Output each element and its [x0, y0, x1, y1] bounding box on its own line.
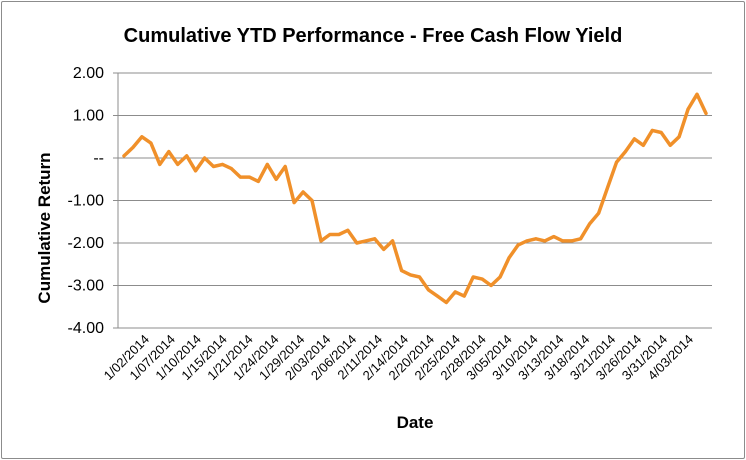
data-point — [579, 237, 583, 241]
data-point — [471, 275, 475, 279]
data-point — [659, 131, 663, 134]
data-point — [328, 233, 332, 236]
data-point — [462, 294, 466, 298]
series-layer — [122, 92, 708, 305]
data-point — [283, 165, 287, 168]
y-tick-label: -- — [93, 150, 104, 167]
data-point — [444, 301, 448, 304]
data-point — [176, 162, 180, 166]
y-axis-label: Cumulative Return — [35, 152, 54, 303]
data-point — [552, 235, 556, 239]
data-point — [543, 239, 547, 243]
data-point — [489, 284, 493, 287]
x-axis-label: Date — [397, 413, 434, 432]
data-point — [194, 169, 198, 173]
y-tick-label: -1.00 — [68, 193, 105, 210]
data-point — [677, 135, 681, 139]
data-point — [149, 141, 153, 145]
data-point — [391, 239, 395, 243]
x-axis: 1/02/20141/07/20141/10/20141/15/20141/21… — [101, 327, 712, 383]
data-point — [588, 222, 592, 226]
y-axis: 2.00 1.00 -- -1.00 -2.00 -3.00 -4.00 — [68, 65, 119, 337]
data-point — [229, 167, 233, 171]
data-point — [212, 165, 215, 168]
data-point — [346, 228, 350, 232]
data-point — [292, 201, 296, 205]
data-point — [615, 160, 618, 164]
y-tick-label: -3.00 — [68, 278, 105, 295]
data-point — [606, 186, 609, 190]
series-line — [122, 92, 708, 305]
data-point — [507, 256, 511, 260]
data-point — [203, 156, 207, 160]
data-point — [256, 179, 260, 183]
data-point — [310, 199, 314, 202]
data-point — [131, 145, 135, 149]
data-point — [632, 137, 636, 141]
data-point — [704, 111, 708, 115]
data-point — [319, 239, 323, 243]
data-point — [167, 150, 171, 154]
gridlines — [118, 72, 712, 286]
data-point — [426, 288, 430, 292]
data-point — [185, 154, 189, 158]
data-point — [435, 294, 439, 298]
y-tick-label: -4.00 — [68, 320, 105, 337]
data-point — [265, 162, 269, 166]
data-point — [158, 162, 162, 166]
data-point — [480, 277, 484, 281]
data-point — [238, 175, 242, 179]
data-point — [409, 273, 412, 277]
data-point — [140, 135, 144, 139]
data-point — [247, 175, 251, 179]
data-point — [382, 247, 386, 251]
data-point — [668, 143, 672, 147]
data-point — [122, 154, 126, 158]
y-tick-label: -2.00 — [68, 235, 105, 252]
data-point — [623, 150, 627, 154]
data-point — [561, 239, 565, 243]
data-point — [525, 239, 529, 243]
data-point — [641, 143, 645, 147]
data-point — [274, 177, 278, 181]
data-point — [597, 211, 601, 215]
data-point — [453, 290, 457, 294]
y-tick-label: 2.00 — [73, 65, 104, 82]
data-point — [355, 241, 359, 245]
data-point — [534, 237, 538, 241]
data-point — [570, 239, 574, 243]
data-point — [695, 92, 699, 96]
data-point — [418, 275, 421, 279]
data-point — [498, 275, 502, 279]
chart-title: Cumulative YTD Performance - Free Cash F… — [124, 25, 623, 47]
data-point — [516, 243, 520, 247]
data-point — [221, 162, 224, 166]
data-point — [301, 190, 305, 194]
data-point — [364, 239, 368, 243]
data-point — [337, 233, 341, 236]
data-point — [650, 128, 654, 132]
y-tick-label: 1.00 — [73, 108, 104, 125]
data-point — [400, 269, 404, 273]
data-point — [686, 107, 690, 111]
data-point — [373, 237, 377, 241]
